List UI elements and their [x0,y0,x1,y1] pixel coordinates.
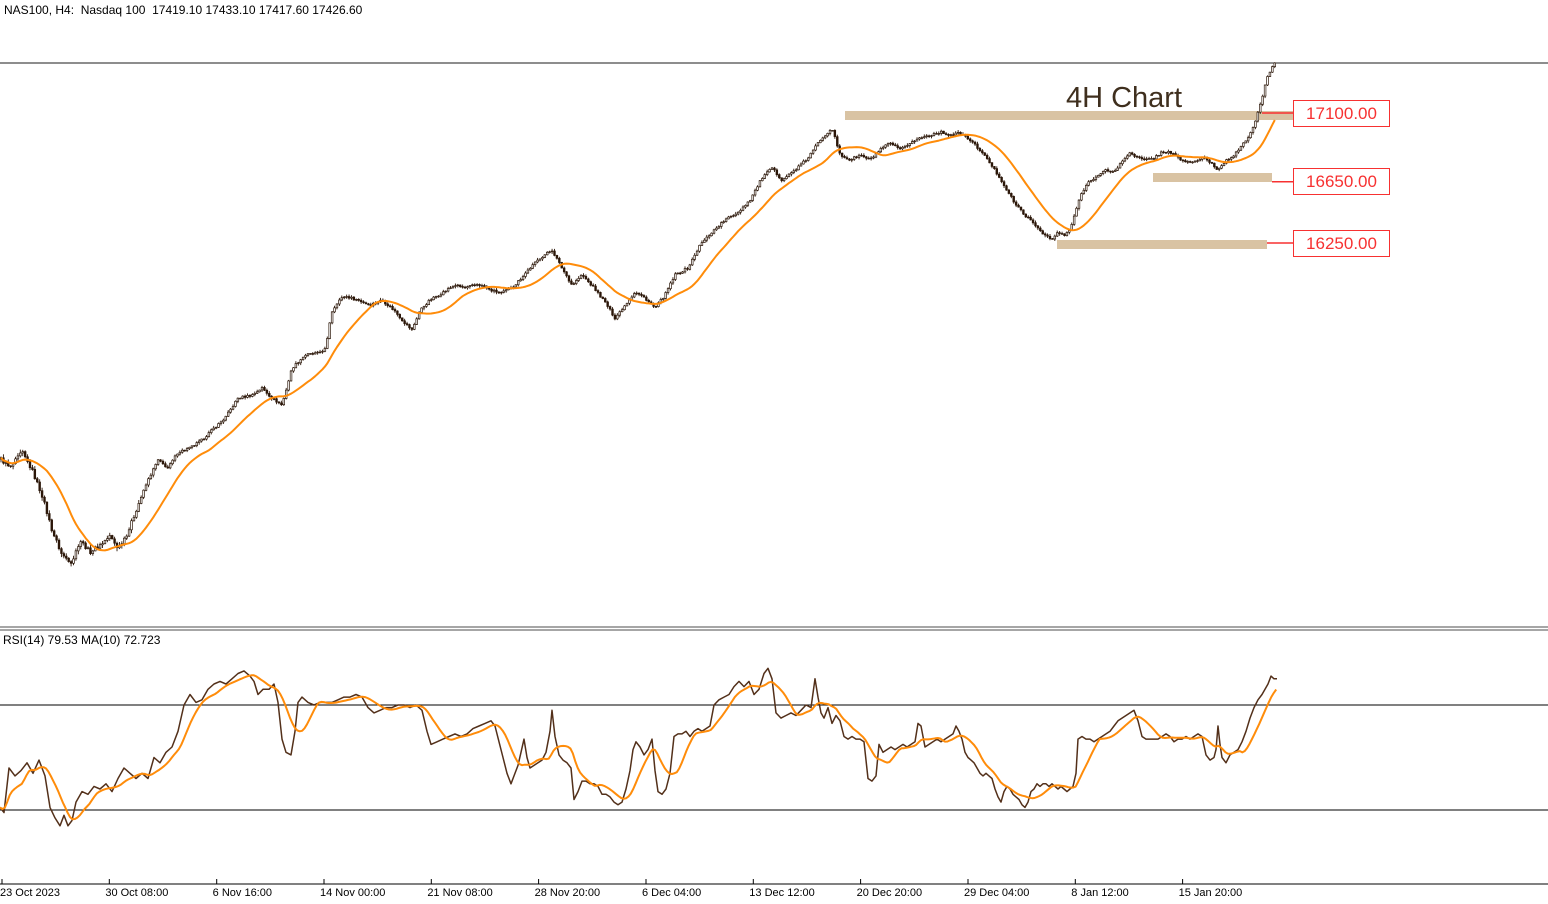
price-level-label: 16650.00 [1293,168,1390,195]
time-axis-ticks [1,879,1184,884]
time-axis-label: 28 Nov 20:00 [534,887,601,899]
time-axis-label: 6 Dec 04:00 [641,887,702,899]
candles [0,62,1276,567]
time-axis-label: 29 Dec 04:00 [963,887,1030,899]
time-axis-label: 14 Nov 00:00 [319,887,386,899]
rsi-line [0,667,1277,827]
time-axis-label: 15 Jan 20:00 [1178,887,1243,899]
chart-annotation-title: 4H Chart [1065,82,1183,114]
time-axis-label: 13 Dec 12:00 [749,887,815,899]
level-zones [845,111,1330,249]
time-axis-label: 6 Nov 16:00 [212,887,272,899]
rsi-indicator-label: RSI(14) 79.53 MA(10) 72.723 [3,633,161,647]
symbol-info-line: NAS100, H4: Nasdaq 100 17419.10 17433.10… [4,3,363,17]
price-level-label: 16250.00 [1293,230,1390,257]
price-level-label: 17100.00 [1293,100,1390,127]
time-axis-label: 20 Dec 20:00 [856,887,923,899]
time-axis-label: 30 Oct 08:00 [105,887,169,899]
time-axis-label: 23 Oct 2023 [0,887,60,899]
time-axis-label: 21 Nov 08:00 [427,887,493,899]
time-axis-label: 8 Jan 12:00 [1071,887,1129,899]
rsi-ma-line [0,674,1278,821]
price-ma-line [0,119,1276,552]
